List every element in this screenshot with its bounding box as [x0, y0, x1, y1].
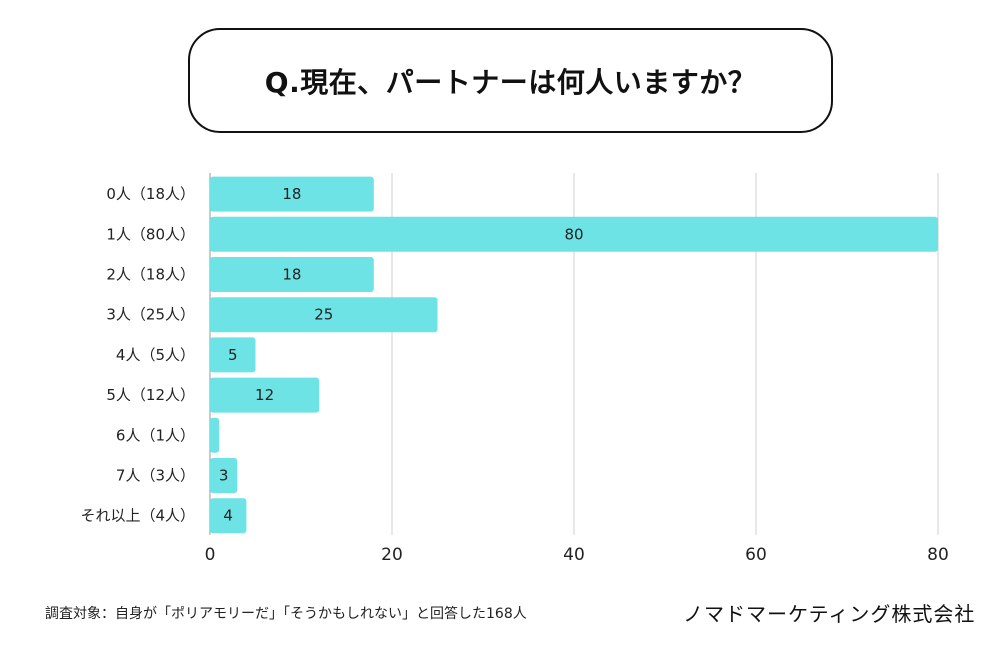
title-box: Q.現在、パートナーは何人いますか？ [188, 28, 833, 133]
x-tick-label: 80 [927, 545, 949, 565]
bars: 18 80 18 25 5 12 3 4 [210, 176, 938, 534]
category-label: 4人（5人） [116, 346, 195, 364]
bar [210, 176, 374, 212]
company-name: ノマドマーケティング株式会社 [683, 602, 976, 626]
category-label: 6人（1人） [116, 426, 195, 444]
category-label: 0人（18人） [106, 185, 195, 203]
category-label: 1人（80人） [106, 225, 195, 243]
category-label: 2人（18人） [106, 266, 195, 284]
x-tick-label: 0 [205, 545, 216, 565]
bar [210, 297, 438, 333]
bar-value-label: 3 [219, 467, 229, 485]
bar-value-label: 4 [223, 507, 233, 525]
chart-title: Q.現在、パートナーは何人いますか？ [264, 65, 757, 99]
category-labels: 0人（18人） 1人（80人） 2人（18人） 3人（25人） 4人（5人） 5人（12人… [80, 185, 195, 525]
category-label: 5人（12人） [106, 386, 195, 404]
bar-value-label: 25 [314, 306, 333, 324]
category-label: 3人（25人） [106, 306, 195, 324]
bar-value-label: 5 [228, 346, 238, 364]
category-label: 7人（3人） [116, 467, 195, 485]
x-tick-label: 60 [745, 545, 767, 565]
bar [210, 498, 247, 534]
bar-value-label: 18 [282, 185, 301, 203]
bar-value-label: 18 [282, 266, 301, 284]
bar [210, 458, 238, 493]
bar-value-label: 80 [564, 225, 583, 243]
bar [210, 337, 256, 373]
bar [210, 377, 320, 413]
bar-value-label: 12 [255, 386, 274, 404]
x-tick-label: 40 [563, 545, 585, 565]
category-label: それ以上（4人） [80, 507, 195, 525]
bar [210, 417, 220, 453]
x-axis-ticks: 0 20 40 60 80 [205, 545, 949, 565]
survey-note: 調査対象：自身が「ポリアモリーだ」「そうかもしれない」と回答した168人 [45, 606, 527, 622]
bar [210, 216, 938, 252]
x-tick-label: 20 [381, 545, 403, 565]
bar [210, 257, 374, 292]
